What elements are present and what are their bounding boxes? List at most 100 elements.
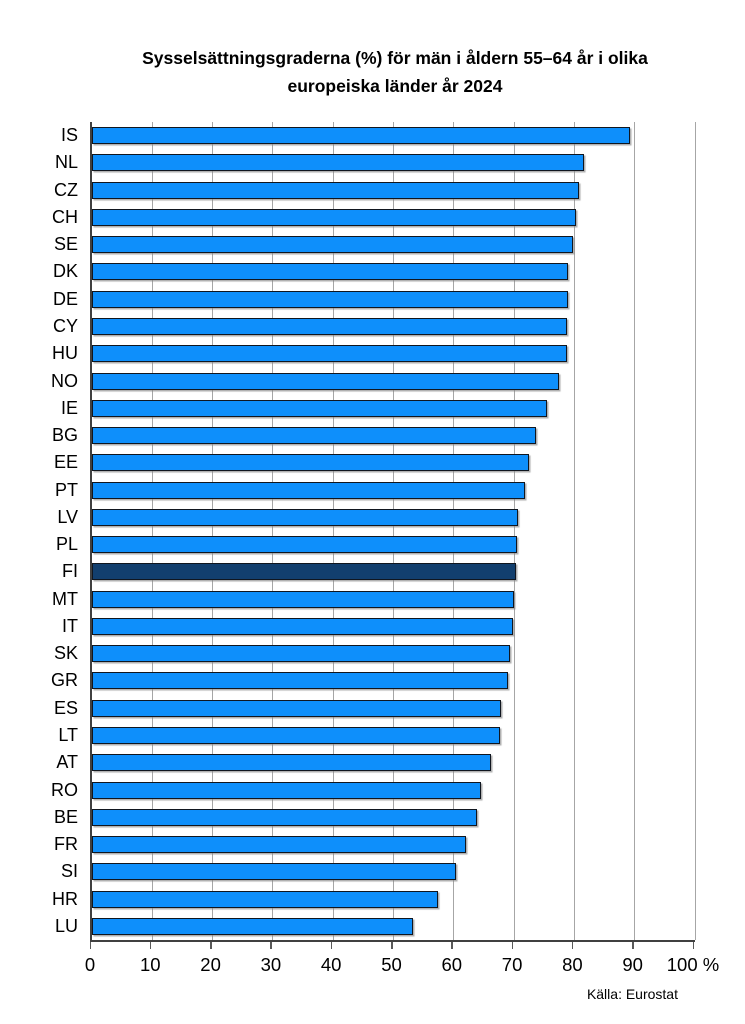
x-tick-20	[210, 942, 212, 949]
bar-row-IE	[92, 395, 695, 422]
category-label-PT: PT	[54, 479, 78, 500]
bar-BG	[92, 427, 537, 445]
category-label-RO: RO	[51, 779, 78, 800]
bar-row-DE	[92, 286, 695, 313]
x-tick-label-40: 40	[320, 954, 342, 975]
bar-row-SK	[92, 640, 695, 667]
bar-CZ	[92, 181, 579, 199]
bar-HU	[92, 345, 567, 363]
category-label-SE: SE	[53, 234, 78, 255]
bar-NL	[92, 154, 585, 172]
x-tick-label-10: 10	[140, 954, 161, 975]
bar-row-LV	[92, 504, 695, 531]
bar-PT	[92, 481, 525, 499]
category-label-AT: AT	[56, 752, 78, 773]
category-label-CH: CH	[52, 206, 78, 227]
bar-row-CZ	[92, 177, 695, 204]
bar-ES	[92, 699, 501, 717]
x-tick-label-90: 90	[622, 954, 643, 975]
source-caption: Källa: Eurostat	[586, 986, 678, 1002]
gridline-70	[513, 122, 515, 940]
x-tick-70	[511, 942, 514, 949]
bar-row-LU	[92, 913, 695, 940]
bar-EE	[92, 454, 530, 472]
bar-row-FI	[92, 558, 695, 585]
x-tick-label-80: 80	[562, 954, 583, 975]
category-label-BG: BG	[51, 425, 78, 446]
bar-PL	[92, 536, 518, 554]
bar-SK	[92, 645, 510, 663]
x-tick-label-100: 100 %	[666, 954, 720, 975]
category-label-HR: HR	[52, 888, 78, 909]
gridline-30	[272, 122, 274, 940]
gridline-10	[151, 122, 153, 940]
x-tick-label-60: 60	[441, 954, 463, 975]
bar-FR	[92, 836, 466, 854]
category-label-LT: LT	[58, 725, 78, 745]
bar-row-NO	[92, 367, 695, 394]
bar-GR	[92, 672, 509, 690]
category-label-MT: MT	[52, 588, 78, 609]
category-label-DK: DK	[52, 261, 78, 282]
bar-IT	[92, 617, 514, 635]
bar-LV	[92, 508, 518, 526]
bar-row-DK	[92, 258, 695, 285]
x-tick-label-30: 30	[260, 954, 282, 975]
category-label-PL: PL	[55, 534, 78, 555]
bar-row-NL	[92, 149, 695, 176]
gridline-100	[694, 122, 696, 940]
chart-title-line1: Sysselsättningsgraderna (%) för män i ål…	[142, 48, 648, 68]
x-tick-0	[89, 942, 91, 949]
bar-CH	[92, 208, 577, 226]
category-axis: IS NL CZ CH SE DK DE CY HU NO IE BG EE PT LV PL FI MT IT SK…	[0, 122, 82, 940]
category-label-IS: IS	[60, 125, 78, 146]
bar-DK	[92, 263, 569, 281]
bar-HR	[92, 890, 439, 908]
x-tick-label-0: 0	[84, 954, 96, 975]
category-label-SI: SI	[60, 861, 78, 882]
gridline-80	[573, 122, 575, 940]
category-label-HU: HU	[52, 343, 78, 364]
bar-row-AT	[92, 749, 695, 776]
bar-row-CH	[92, 204, 695, 231]
bar-CY	[92, 317, 568, 335]
bar-row-FR	[92, 831, 695, 858]
bar-row-PT	[92, 476, 695, 503]
bar-row-RO	[92, 776, 695, 803]
x-tick-60	[451, 942, 453, 949]
category-label-BE: BE	[53, 806, 78, 827]
category-label-NL: NL	[54, 152, 78, 173]
bar-row-MT	[92, 586, 695, 613]
bar-DE	[92, 290, 568, 308]
bar-IE	[92, 399, 548, 417]
category-label-FI: FI	[62, 561, 78, 582]
bar-IS	[92, 127, 631, 145]
category-label-CY: CY	[52, 316, 78, 336]
bar-NO	[92, 372, 560, 390]
bar-LT	[92, 726, 500, 744]
category-label-LV: LV	[57, 506, 78, 527]
x-tick-label-50: 50	[381, 954, 402, 975]
bar-row-ES	[92, 695, 695, 722]
bar-row-IT	[92, 613, 695, 640]
category-label-NO: NO	[51, 370, 78, 391]
chart-title-line2: europeiska länder år 2024	[287, 76, 503, 96]
gridline-90	[634, 122, 636, 940]
bar-RO	[92, 781, 481, 799]
category-label-GR: GR	[51, 670, 78, 691]
bar-row-HR	[92, 885, 695, 912]
x-tick-100	[692, 942, 694, 949]
category-label-EE: EE	[53, 452, 78, 473]
bar-LU	[92, 917, 413, 935]
category-label-CZ: CZ	[54, 179, 78, 200]
bar-row-SI	[92, 858, 695, 885]
bar-row-LT	[92, 722, 695, 749]
category-label-LU: LU	[54, 915, 78, 936]
bar-row-BG	[92, 422, 695, 449]
bar-row-CY	[92, 313, 695, 340]
bar-row-EE	[92, 449, 695, 476]
bar-AT	[92, 754, 491, 772]
x-tick-90	[632, 942, 634, 949]
category-label-FR: FR	[54, 834, 78, 855]
